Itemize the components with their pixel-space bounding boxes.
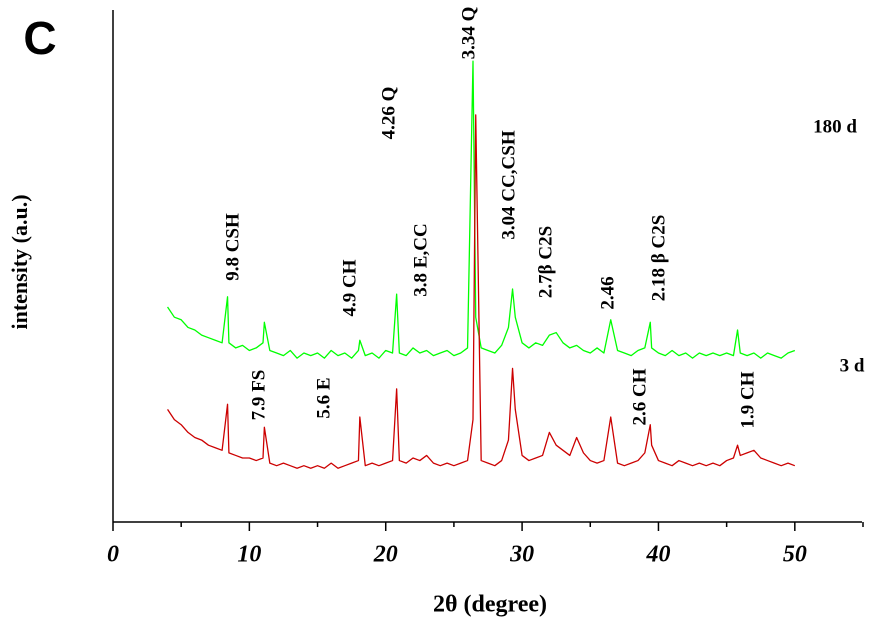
x-tick-label: 20: [373, 542, 398, 568]
peak-annotation: 3.34 Q: [458, 7, 479, 60]
x-tick-label: 50: [783, 542, 807, 568]
peak-annotation: 2.18 β C2S: [648, 215, 669, 302]
peak-annotation: 3.8 E,CC: [410, 223, 431, 296]
x-tick-label: 30: [509, 542, 534, 568]
peak-annotation: 9.8 CSH: [222, 213, 243, 281]
peak-annotation: 1.9 CH: [737, 371, 758, 428]
peak-annotation: 2.46: [597, 276, 618, 309]
peak-annotation: 4.9 CH: [339, 259, 360, 316]
xrd-pattern: [167, 60, 796, 359]
peak-annotation: 2.6 CH: [629, 368, 650, 425]
x-tick-label: 10: [237, 542, 261, 568]
legend-label: 3 d: [840, 355, 865, 376]
legend-label: 180 d: [813, 116, 857, 137]
peak-annotation: 4.26 Q: [378, 87, 399, 140]
y-axis-title: intensity (a.u.): [7, 194, 32, 329]
peak-annotation: 7.9 FS: [248, 370, 269, 421]
x-tick-label: 0: [107, 542, 119, 568]
x-tick-label: 40: [645, 542, 670, 568]
panel-label: C: [23, 12, 56, 64]
peak-annotation: 2.7β C2S: [535, 226, 556, 298]
x-axis-title: 2θ (degree): [433, 592, 547, 618]
xrd-pattern: [167, 114, 796, 469]
peak-annotation: 3.04 CC,CSH: [498, 130, 519, 239]
peak-annotation: 5.6 E: [313, 377, 334, 418]
